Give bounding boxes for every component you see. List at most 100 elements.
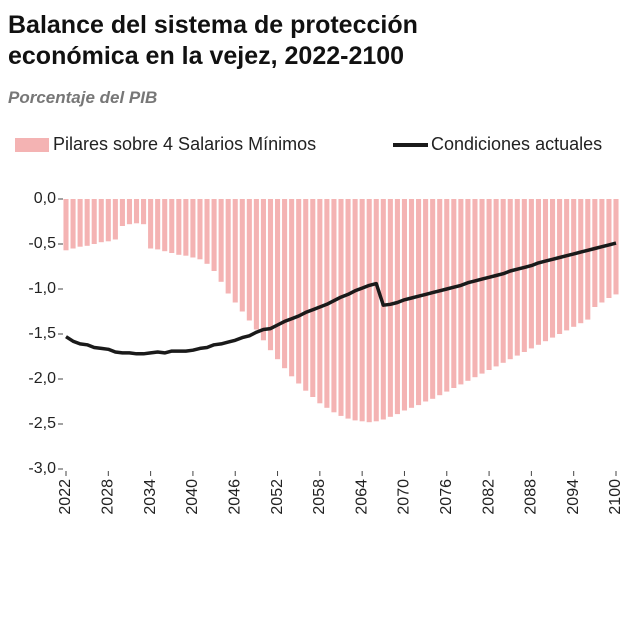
bar bbox=[63, 199, 69, 251]
bar bbox=[423, 199, 429, 402]
bar bbox=[169, 199, 175, 253]
bar bbox=[557, 199, 563, 334]
bar bbox=[183, 199, 189, 256]
bar bbox=[366, 199, 372, 423]
y-tick-label: -2,0 bbox=[28, 370, 56, 387]
bar bbox=[239, 199, 245, 312]
bar bbox=[387, 199, 393, 417]
bar bbox=[204, 199, 210, 264]
y-tick-label: -0,5 bbox=[28, 235, 56, 252]
bar bbox=[232, 199, 238, 303]
bar bbox=[317, 199, 323, 404]
x-tick-label: 2034 bbox=[142, 479, 159, 515]
bar bbox=[416, 199, 422, 406]
x-tick-label: 2040 bbox=[184, 479, 201, 515]
bar bbox=[211, 199, 217, 271]
bar bbox=[338, 199, 344, 416]
bar bbox=[550, 199, 556, 338]
bar bbox=[126, 199, 132, 225]
bar bbox=[592, 199, 598, 307]
bar bbox=[197, 199, 203, 260]
x-tick-label: 2094 bbox=[565, 479, 582, 515]
bar bbox=[606, 199, 612, 298]
bar bbox=[493, 199, 499, 367]
bar bbox=[486, 199, 492, 370]
x-tick-label: 2046 bbox=[226, 479, 243, 515]
bar bbox=[528, 199, 534, 349]
bar bbox=[112, 199, 118, 240]
bar bbox=[444, 199, 450, 392]
chart-title: Balance del sistema de protección económ… bbox=[8, 11, 418, 70]
bar bbox=[514, 199, 520, 356]
bar bbox=[133, 199, 140, 224]
bar bbox=[155, 199, 161, 250]
bar bbox=[218, 199, 224, 282]
bar bbox=[162, 199, 168, 252]
bar bbox=[225, 199, 231, 294]
bar bbox=[70, 199, 76, 249]
bar bbox=[105, 199, 111, 242]
legend-swatch bbox=[15, 138, 49, 152]
line bbox=[65, 241, 617, 356]
bar bbox=[176, 199, 182, 255]
legend-label: Condiciones actuales bbox=[431, 134, 602, 154]
y-tick-label: -1,5 bbox=[28, 325, 56, 342]
bar bbox=[564, 199, 570, 331]
bar bbox=[458, 199, 464, 385]
bar bbox=[267, 199, 274, 351]
x-tick-label: 2082 bbox=[480, 479, 497, 515]
bar bbox=[246, 199, 252, 321]
bar bbox=[542, 199, 549, 342]
bar bbox=[253, 199, 259, 330]
bar bbox=[119, 199, 125, 226]
x-tick-label: 2088 bbox=[523, 479, 540, 515]
bar bbox=[430, 199, 436, 399]
bar bbox=[613, 199, 619, 295]
bar bbox=[260, 199, 266, 341]
x-tick-label: 2070 bbox=[396, 479, 413, 515]
bar bbox=[571, 199, 577, 327]
bar bbox=[310, 199, 316, 397]
bar bbox=[148, 199, 154, 249]
bar bbox=[282, 199, 288, 369]
bar bbox=[479, 199, 485, 374]
bar bbox=[296, 199, 302, 384]
x-tick-label: 2022 bbox=[57, 479, 74, 515]
bar bbox=[275, 199, 281, 360]
bar bbox=[84, 199, 90, 246]
bar bbox=[77, 199, 83, 247]
bar bbox=[578, 199, 584, 324]
bar bbox=[141, 199, 147, 225]
bar bbox=[359, 199, 365, 422]
bar bbox=[345, 199, 351, 419]
x-tick-label: 2052 bbox=[269, 479, 286, 515]
bar bbox=[394, 199, 400, 415]
bar bbox=[500, 199, 506, 363]
x-tick-label: 2028 bbox=[100, 479, 117, 515]
legend-label: Pilares sobre 4 Salarios Mínimos bbox=[53, 134, 316, 154]
y-tick-label: -3,0 bbox=[28, 460, 56, 477]
bar bbox=[190, 199, 196, 258]
bar bbox=[401, 199, 407, 411]
y-tick-label: -1,0 bbox=[28, 280, 56, 297]
y-tick-label: -2,5 bbox=[28, 415, 56, 432]
chart-subtitle: Porcentaje del PIB bbox=[8, 88, 158, 107]
bar bbox=[303, 199, 309, 391]
bar bbox=[451, 199, 457, 388]
y-tick-label: 0,0 bbox=[34, 190, 56, 207]
bar bbox=[599, 199, 605, 303]
bar bbox=[289, 199, 295, 377]
bar bbox=[472, 199, 478, 378]
bar bbox=[437, 199, 443, 396]
x-tick-label: 2064 bbox=[353, 479, 370, 515]
x-tick-label: 2100 bbox=[607, 479, 624, 515]
bar bbox=[465, 199, 471, 381]
bar bbox=[373, 199, 379, 422]
bar bbox=[98, 199, 104, 243]
bar bbox=[585, 199, 591, 320]
bar bbox=[408, 199, 415, 408]
bar bbox=[535, 199, 541, 345]
bar bbox=[521, 199, 527, 352]
